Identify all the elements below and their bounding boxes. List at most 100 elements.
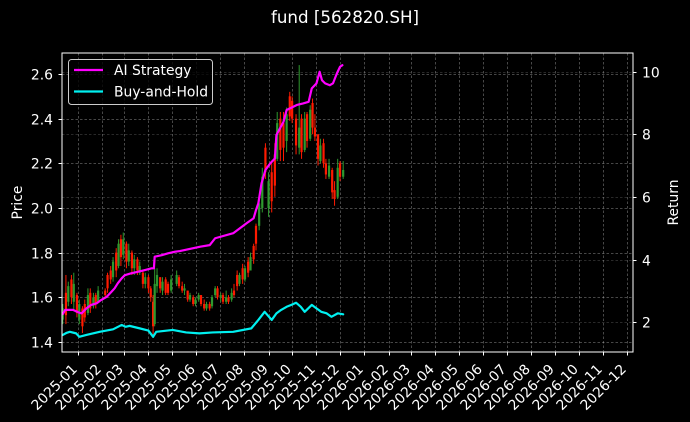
- y-tick-label: 1.8: [31, 247, 53, 263]
- candle-body: [130, 252, 134, 269]
- candle: [336, 158, 339, 200]
- series-line-buy-and-hold: [61, 301, 345, 338]
- candle-body: [72, 283, 75, 302]
- candle-body: [92, 297, 95, 307]
- candle-body: [322, 143, 325, 164]
- candle: [305, 111, 309, 148]
- candle-body: [261, 176, 264, 208]
- y-right-tick-label: 6: [642, 191, 651, 207]
- candle-body: [170, 279, 173, 291]
- candle: [261, 167, 264, 213]
- candle: [70, 274, 73, 304]
- candle: [170, 274, 173, 293]
- candle: [197, 292, 200, 302]
- candle-body: [241, 268, 244, 280]
- candle-body: [161, 281, 164, 291]
- candle: [208, 301, 211, 311]
- candle: [338, 161, 342, 182]
- candle: [342, 161, 345, 179]
- candle-body: [298, 127, 301, 148]
- candle: [210, 295, 214, 309]
- candle: [309, 105, 312, 141]
- candle: [109, 266, 112, 284]
- y-tick-label: 2.0: [31, 202, 53, 218]
- candle: [138, 261, 141, 275]
- candle-body: [338, 163, 342, 177]
- candle: [130, 250, 134, 275]
- candle: [81, 306, 84, 334]
- candle: [294, 114, 298, 155]
- candle: [149, 286, 152, 302]
- candle: [175, 270, 178, 287]
- candle: [288, 91, 291, 121]
- candle-body: [192, 297, 195, 304]
- candle: [267, 172, 270, 217]
- candle-body: [94, 295, 97, 304]
- y-right-tick-label: 8: [642, 128, 651, 144]
- candle-body: [236, 274, 239, 287]
- y-tick-label: 2.4: [31, 113, 53, 129]
- candle-body: [331, 170, 334, 193]
- candle-body: [186, 290, 189, 300]
- candle: [72, 272, 75, 311]
- return-series: [61, 64, 345, 338]
- candle-body: [300, 118, 303, 153]
- candle: [311, 98, 314, 135]
- candle: [238, 272, 241, 287]
- legend-label-buy-and-hold: Buy-and-Hold: [114, 85, 208, 101]
- candle: [192, 295, 195, 307]
- candle-body: [106, 274, 109, 289]
- candle-body: [232, 290, 236, 296]
- candle-body: [75, 295, 79, 313]
- candle: [298, 65, 301, 155]
- candle-body: [324, 163, 328, 175]
- candle-body: [294, 118, 298, 146]
- candle: [316, 134, 320, 166]
- candle: [205, 301, 208, 311]
- candle-body: [252, 245, 255, 260]
- y-tick-label: 2.2: [31, 157, 53, 173]
- candle: [152, 295, 155, 336]
- candle-body: [194, 299, 197, 304]
- axes-frame: [61, 52, 634, 353]
- candle: [159, 277, 162, 293]
- candle: [125, 241, 128, 269]
- candle-body: [342, 170, 345, 177]
- candle-body: [214, 288, 217, 296]
- y-right-tick-label: 10: [642, 66, 660, 82]
- candle-body: [177, 277, 181, 287]
- legend: AI Strategy Buy-and-Hold: [68, 59, 213, 105]
- candle-body: [258, 203, 261, 226]
- candle-body: [127, 250, 130, 262]
- candle-body: [291, 100, 294, 119]
- candle-body: [111, 261, 115, 278]
- candle-body: [230, 292, 233, 300]
- candle-body: [199, 295, 203, 304]
- candle-body: [303, 118, 306, 150]
- candle: [221, 292, 225, 304]
- candle-body: [316, 134, 320, 159]
- y-tick-label: 1.4: [31, 336, 53, 352]
- candle-body: [122, 239, 125, 255]
- candle: [327, 158, 331, 179]
- candle-body: [64, 292, 68, 316]
- candle: [319, 138, 322, 164]
- candle-body: [104, 290, 107, 296]
- candle: [177, 274, 181, 289]
- candle: [241, 263, 244, 284]
- legend-item-ai-strategy: AI Strategy: [74, 63, 192, 79]
- candle: [67, 281, 70, 307]
- candle: [144, 272, 147, 289]
- candle-body: [282, 123, 285, 148]
- candle-body: [327, 165, 331, 177]
- candle-body: [125, 243, 128, 262]
- legend-frame: [68, 59, 213, 105]
- candle: [252, 243, 255, 264]
- candle: [243, 266, 247, 282]
- candle: [166, 281, 170, 296]
- candle: [225, 290, 228, 304]
- candle-body: [117, 243, 120, 267]
- candle-body: [279, 118, 282, 150]
- candle-body: [81, 308, 84, 327]
